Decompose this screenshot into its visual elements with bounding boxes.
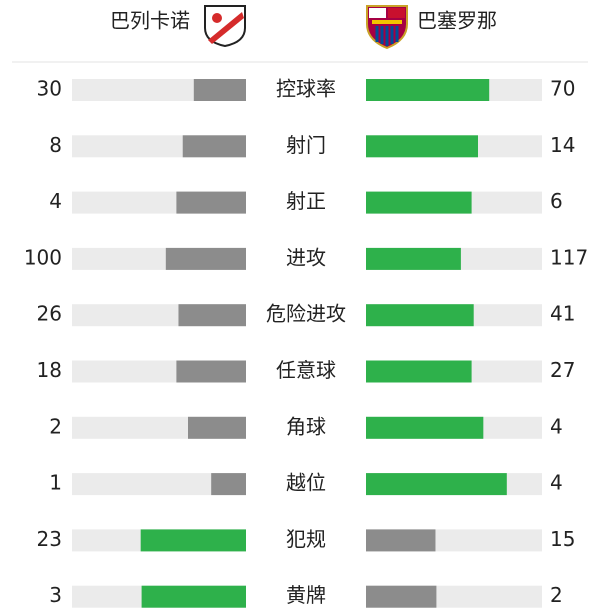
away-bar xyxy=(366,529,436,552)
home-team: 巴列卡诺 xyxy=(110,9,190,33)
stat-label: 黄牌 xyxy=(286,583,326,607)
away-bar xyxy=(366,304,474,327)
away-value: 117 xyxy=(550,245,588,269)
home-bar xyxy=(188,416,246,439)
home-bar xyxy=(211,473,246,496)
stat-label: 越位 xyxy=(286,471,326,495)
away-logo xyxy=(366,5,408,50)
stat-label: 进攻 xyxy=(286,245,326,269)
stat-label: 犯规 xyxy=(286,527,326,551)
home-bar xyxy=(141,585,246,608)
stat-label: 射门 xyxy=(286,133,326,157)
away-value: 27 xyxy=(550,358,575,382)
away-value: 4 xyxy=(550,414,563,438)
home-bar xyxy=(140,529,246,552)
stat-label: 角球 xyxy=(286,414,326,438)
away-bar xyxy=(366,360,472,383)
away-bar xyxy=(366,79,490,101)
stat-label: 控球率 xyxy=(276,77,336,101)
home-value: 8 xyxy=(49,133,62,157)
away-value: 14 xyxy=(550,133,575,157)
away-bar xyxy=(366,135,478,158)
home-value: 1 xyxy=(49,471,62,495)
home-bar xyxy=(165,247,246,270)
home-bar xyxy=(178,304,246,327)
away-value: 41 xyxy=(550,302,575,326)
stat-label: 射正 xyxy=(286,189,326,213)
home-bar xyxy=(176,360,246,383)
away-value: 4 xyxy=(550,471,563,495)
stat-label: 任意球 xyxy=(276,358,336,382)
away-value: 70 xyxy=(550,77,575,101)
home-value: 100 xyxy=(24,245,62,269)
away-team: 巴塞罗那 xyxy=(417,9,497,33)
away-bar xyxy=(366,416,484,439)
home-value: 3 xyxy=(49,583,62,607)
home-value: 23 xyxy=(37,527,62,551)
home-value: 4 xyxy=(49,189,62,213)
home-logo xyxy=(204,5,246,48)
away-value: 15 xyxy=(550,527,575,551)
home-bar xyxy=(193,79,246,101)
home-track xyxy=(72,473,246,496)
away-bar xyxy=(366,585,437,608)
home-value: 26 xyxy=(37,302,62,326)
away-bar xyxy=(366,473,507,496)
away-bar xyxy=(366,191,472,214)
away-bar xyxy=(366,247,461,270)
home-value: 30 xyxy=(37,77,62,101)
home-value: 18 xyxy=(37,358,62,382)
away-value: 2 xyxy=(550,583,563,607)
home-bar xyxy=(182,135,246,158)
home-bar xyxy=(176,191,246,214)
away-value: 6 xyxy=(550,189,563,213)
stat-label: 危险进攻 xyxy=(266,302,346,326)
home-value: 2 xyxy=(49,414,62,438)
